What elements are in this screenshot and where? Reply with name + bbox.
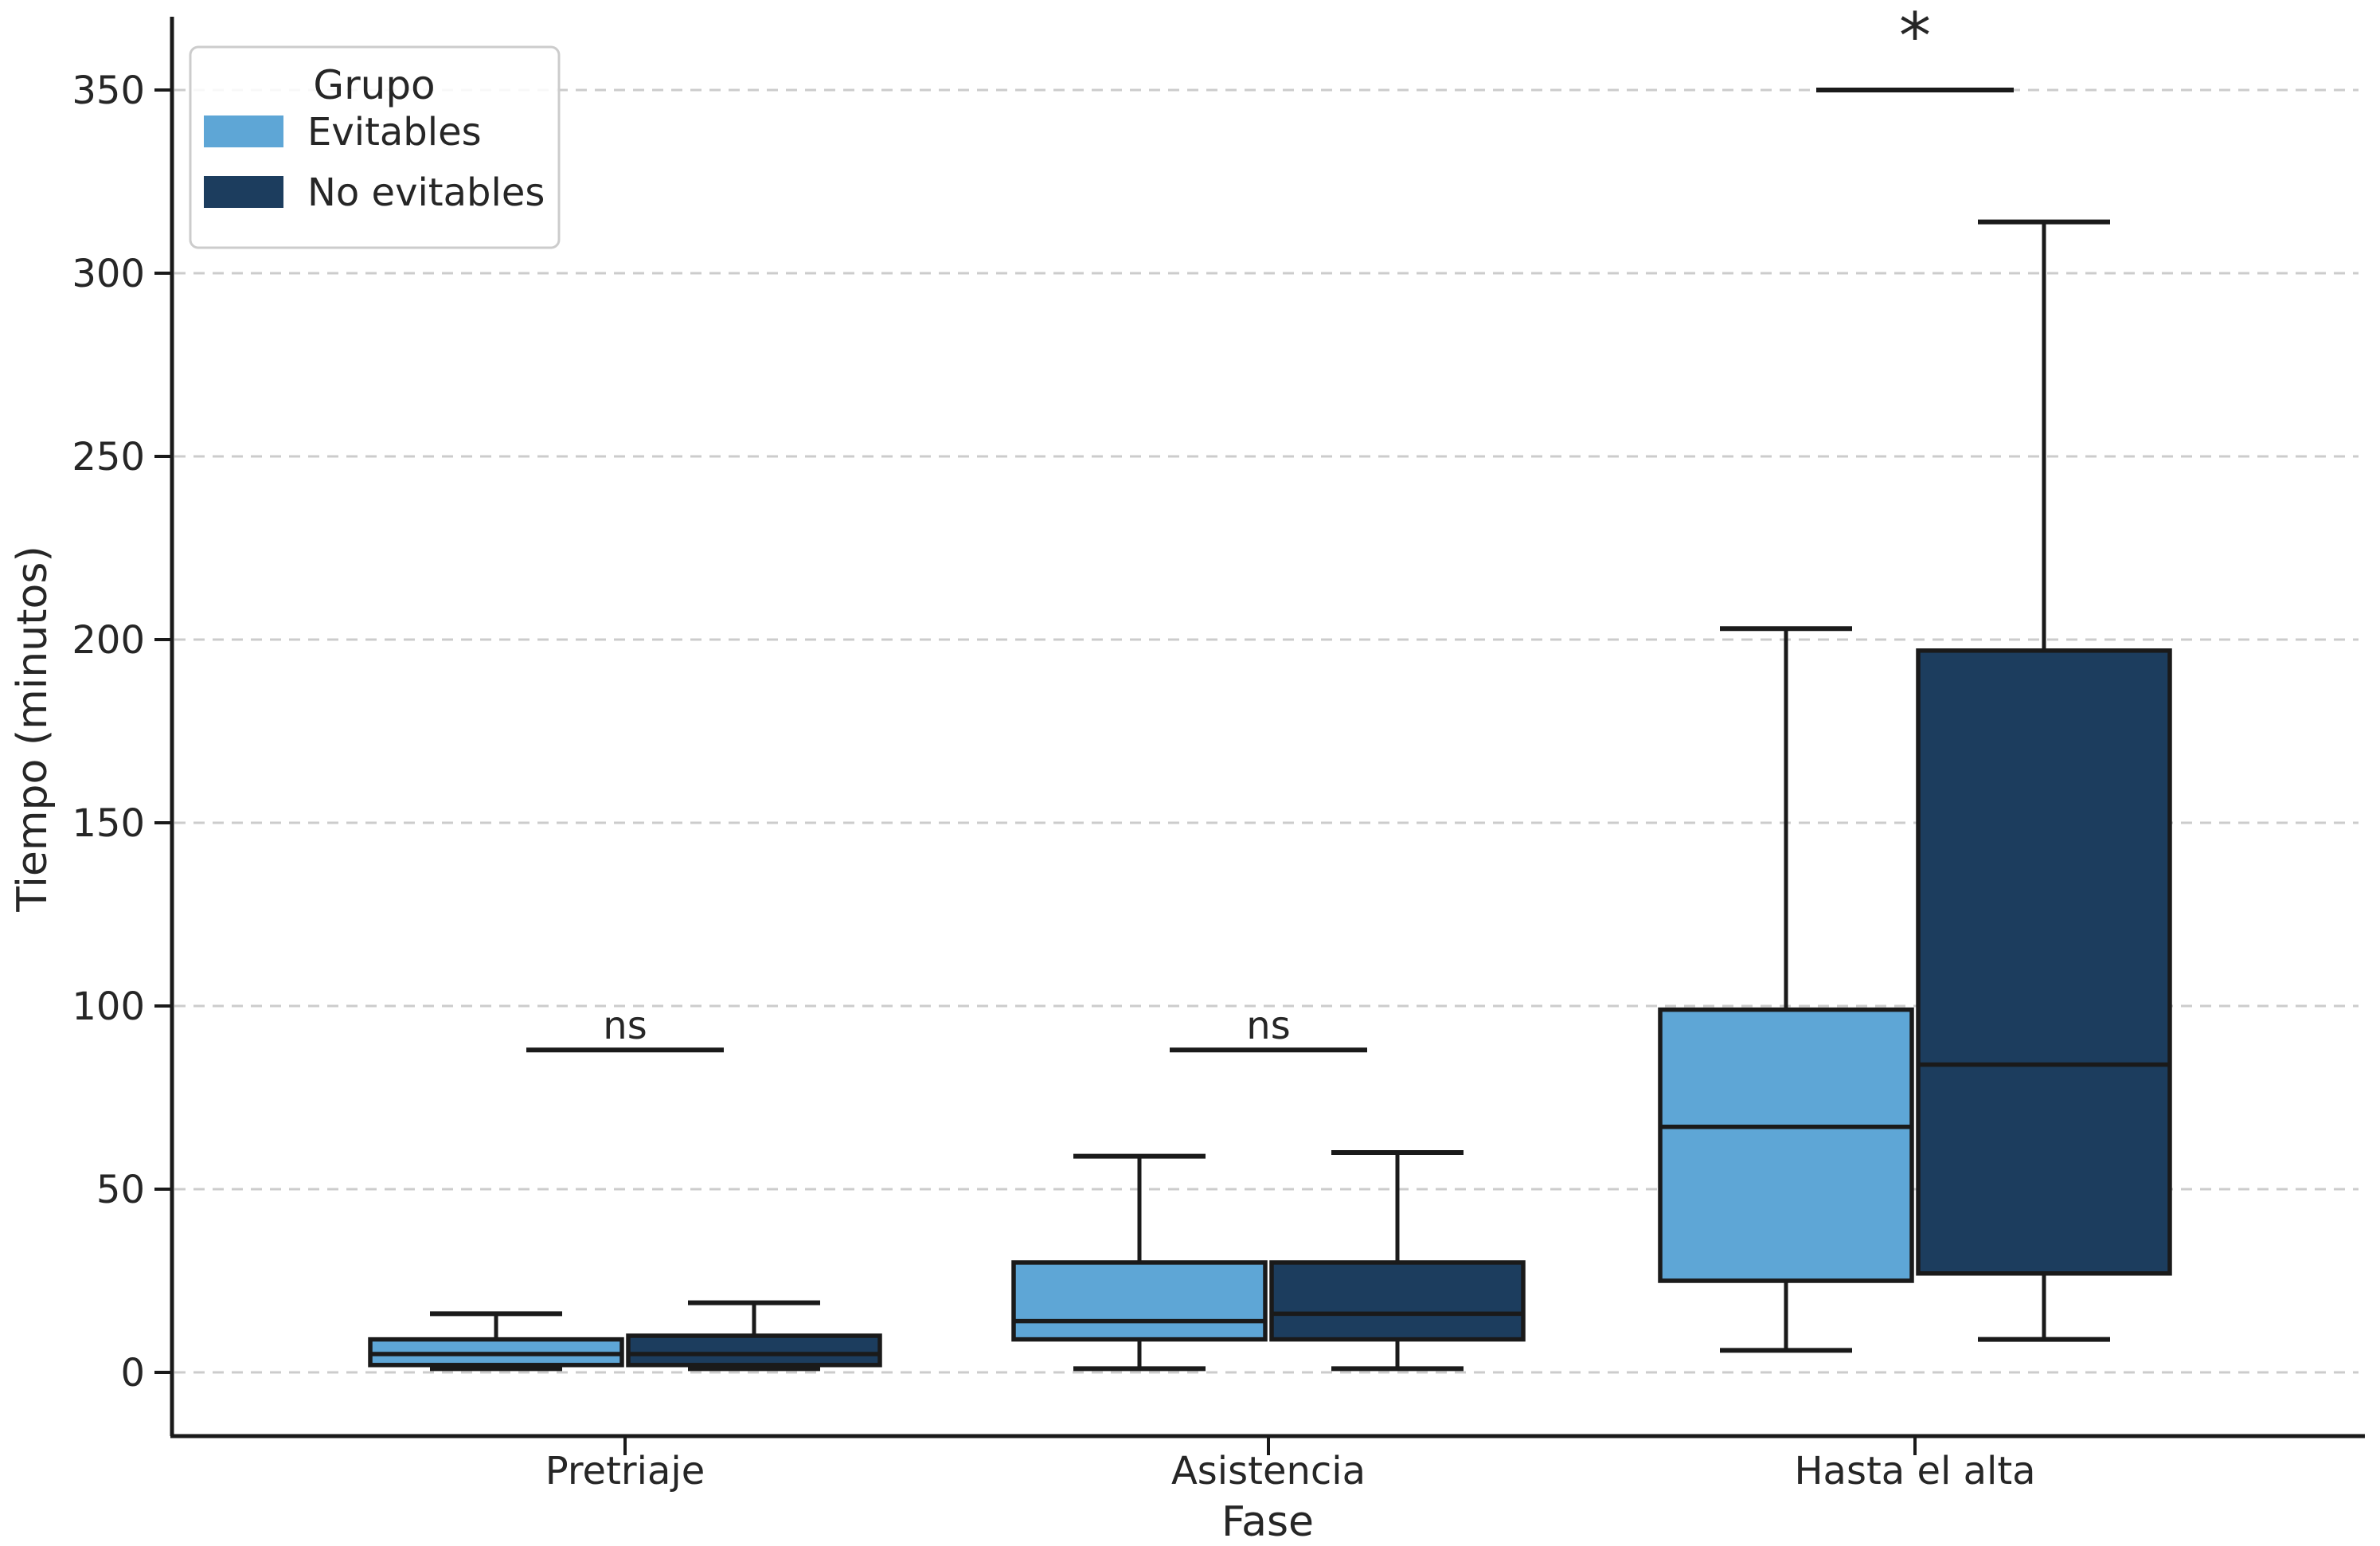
box-no-evitables-1 — [1269, 1260, 1526, 1342]
sig-label-1: ns — [1246, 1004, 1290, 1048]
y-tick-label-300: 300 — [72, 252, 145, 296]
x-tick-label-2: Hasta el alta — [1794, 1449, 2035, 1493]
y-tick-label-200: 200 — [72, 618, 145, 663]
y-tick-label-250: 250 — [72, 435, 145, 479]
legend-entries: Evitables No evitables — [204, 110, 545, 215]
y-tick-label-50: 50 — [96, 1168, 145, 1212]
box-evitables-1 — [1011, 1260, 1268, 1342]
legend-swatch-no-evitables — [204, 176, 283, 208]
sig-label-2: * — [1899, 0, 1931, 73]
legend-swatch-evitables — [204, 115, 283, 147]
legend-label-no-evitables: No evitables — [307, 170, 545, 215]
axes-layer: 0 50 100 150 200 250 300 350 Pretriaje Asistencia… — [72, 17, 2365, 1493]
gridlines-layer — [174, 88, 2359, 1374]
y-tick-label-350: 350 — [72, 68, 145, 113]
box-evitables-2 — [1658, 1007, 1914, 1283]
x-axis-title: Fase — [1221, 1498, 1314, 1546]
y-tick-label-100: 100 — [72, 984, 145, 1029]
legend-label-evitables: Evitables — [307, 110, 482, 155]
x-tick-label-0: Pretriaje — [545, 1449, 705, 1493]
box-no-evitables-2 — [1916, 648, 2172, 1276]
x-tick-label-1: Asistencia — [1171, 1449, 1366, 1493]
box-no-evitables-0 — [626, 1333, 882, 1368]
legend: Grupo Evitables No evitables — [189, 45, 561, 249]
sig-label-0: ns — [603, 1004, 647, 1048]
significance-annotations-layer: ns ns * — [526, 0, 2014, 1053]
boxes-layer — [368, 219, 2172, 1372]
y-tick-label-150: 150 — [72, 801, 145, 846]
legend-title: Grupo — [313, 62, 435, 108]
y-axis-title: Tiempo (minutos) — [9, 546, 57, 913]
y-tick-label-0: 0 — [120, 1351, 145, 1395]
